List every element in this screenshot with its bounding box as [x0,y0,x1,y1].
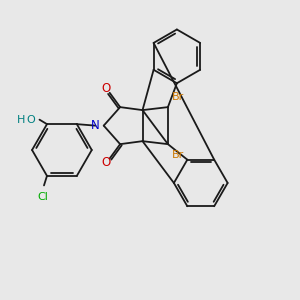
Text: Br: Br [172,150,184,160]
Text: O: O [27,115,35,125]
Text: O: O [101,157,110,169]
Text: O: O [101,82,110,95]
Text: H: H [17,115,25,125]
Text: Cl: Cl [37,192,48,202]
Text: N: N [91,119,100,132]
Text: Br: Br [172,92,184,102]
